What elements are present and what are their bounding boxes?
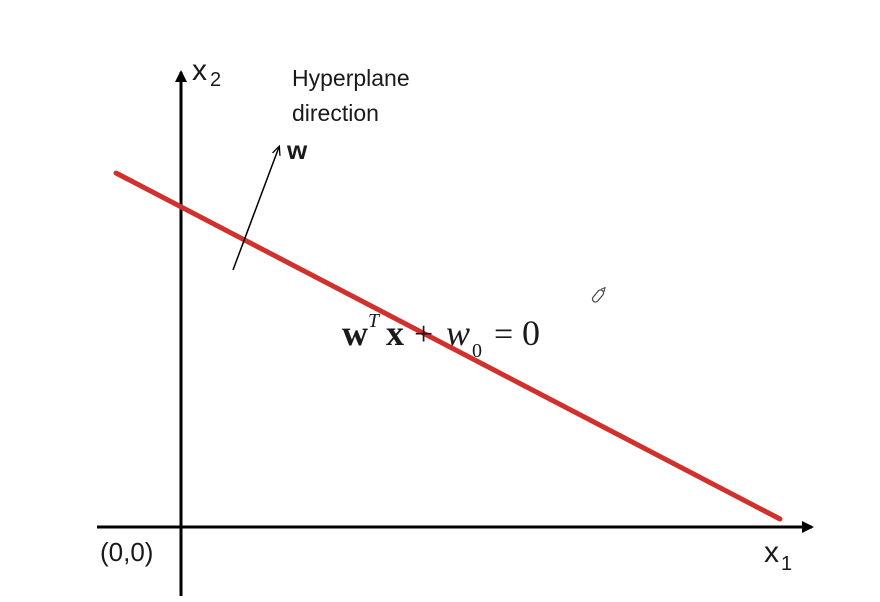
vector-label: w <box>286 135 308 165</box>
hyperplane-equation: w T x + w 0 = 0 <box>342 310 540 362</box>
equation-w: w <box>342 313 368 353</box>
equation-w0: w <box>446 313 470 353</box>
y-axis-label-subscript: 2 <box>210 69 221 91</box>
pencil-cursor-icon <box>591 286 606 303</box>
annotation-line-1: Hyperplane <box>292 65 410 91</box>
equation-equals: = <box>494 316 513 353</box>
annotation-line-2: direction <box>292 100 379 126</box>
equation-x: x <box>386 313 404 353</box>
origin-label: (0,0) <box>100 537 153 567</box>
equation-zero: 0 <box>522 313 540 353</box>
equation-w0-subscript: 0 <box>472 340 482 362</box>
hyperplane-line <box>113 170 783 522</box>
equation-transpose: T <box>368 310 381 332</box>
x-axis-label: x <box>764 536 779 569</box>
equation-plus: + <box>414 316 433 353</box>
x-axis-label-subscript: 1 <box>781 553 792 575</box>
weight-vector-arrow <box>232 147 279 271</box>
y-axis-label: x <box>192 54 207 87</box>
